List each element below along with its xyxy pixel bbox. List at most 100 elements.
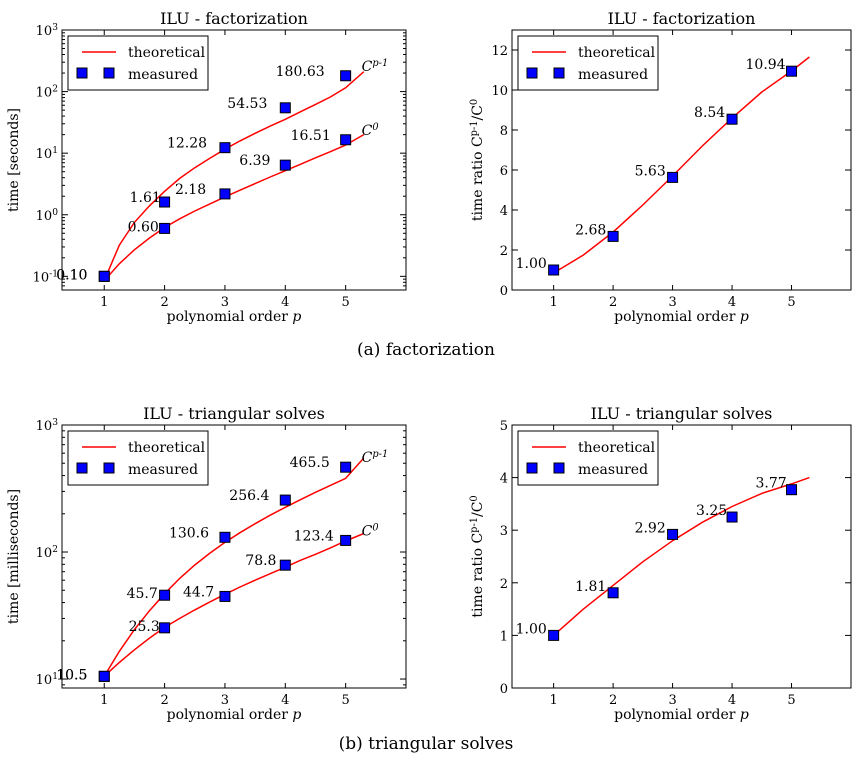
- y-tick-label: 103: [36, 23, 59, 39]
- measured-point: [98, 670, 110, 682]
- y-axis-label: time [milliseconds]: [6, 489, 22, 624]
- legend-marker-swatch: [526, 67, 538, 79]
- measured-point: [279, 159, 291, 171]
- y-tick-label: 103: [36, 418, 59, 434]
- x-tick-label: 3: [668, 295, 676, 310]
- legend-label: measured: [128, 67, 198, 83]
- legend-label: theoretical: [128, 440, 206, 456]
- measured-point: [159, 222, 171, 234]
- legend-box: [67, 35, 209, 91]
- theoretical-curve: [103, 133, 365, 282]
- y-tick-label: 8: [500, 124, 508, 139]
- data-label: 78.8: [245, 553, 276, 569]
- measured-point: [340, 534, 352, 546]
- x-tick-label: 1: [100, 295, 108, 310]
- x-tick-label: 4: [281, 295, 289, 310]
- theoretical-curve: [553, 476, 810, 636]
- data-label: 16.51: [291, 128, 331, 144]
- x-tick-label: 3: [221, 693, 229, 708]
- theoretical-curve: [103, 71, 365, 281]
- data-label: 10.5: [56, 667, 87, 683]
- theoretical-curve: [553, 56, 810, 274]
- data-label: 6.39: [239, 153, 270, 169]
- x-axis-label: polynomial order p: [614, 309, 749, 325]
- series-tag: Cp-1: [362, 57, 389, 75]
- data-label: 1.81: [575, 579, 606, 595]
- legend-box: [67, 430, 209, 486]
- measured-point: [219, 188, 231, 200]
- theoretical-curve: [103, 457, 365, 677]
- legend-marker-swatch: [553, 462, 565, 474]
- y-tick-label: 101: [36, 146, 58, 162]
- data-label: 10.5: [56, 667, 87, 683]
- chart-title: ILU - factorization: [160, 9, 308, 28]
- series-tag: C0: [362, 121, 379, 139]
- x-tick-label: 1: [100, 693, 108, 708]
- data-label: 54.53: [227, 96, 267, 112]
- chart-a-time: ILU - factorization 1 2 3 4 5 10-1 100 101 102 103…: [6, 9, 407, 325]
- data-label: 8.54: [694, 105, 725, 121]
- data-label: 3.25: [696, 503, 727, 519]
- x-tick-label: 5: [787, 295, 795, 310]
- data-label: 0.10: [56, 267, 87, 283]
- y-tick-label: 6: [500, 164, 508, 179]
- y-tick-label: 3: [500, 524, 508, 539]
- x-tick-label: 5: [787, 693, 795, 708]
- x-tick-label: 2: [160, 693, 168, 708]
- x-tick-label: 3: [668, 693, 676, 708]
- y-tick-label: 0: [500, 682, 508, 697]
- y-tick-label: 2: [500, 244, 508, 259]
- legend-label: measured: [578, 67, 648, 83]
- legend-marker-swatch: [76, 462, 88, 474]
- data-label: 2.68: [575, 222, 606, 238]
- y-tick-label: 100: [36, 208, 59, 224]
- legend-label: measured: [578, 462, 648, 478]
- x-tick-label: 4: [728, 693, 736, 708]
- y-tick-label: 4: [500, 204, 508, 219]
- y-tick-label: 1: [500, 629, 508, 644]
- data-label: 45.7: [127, 586, 158, 602]
- measured-point: [279, 102, 291, 114]
- measured-point: [667, 528, 679, 540]
- caption-a: (a) factorization: [357, 340, 495, 360]
- legend-label: measured: [128, 462, 198, 478]
- x-axis-label: polynomial order p: [167, 309, 302, 325]
- y-tick-label: 102: [36, 85, 58, 101]
- data-label: 5.63: [635, 163, 666, 179]
- chart-b-time: ILU - triangular solves 1 2 3 4 5 101 102 103 pol…: [6, 404, 407, 723]
- data-label: 180.63: [276, 64, 325, 80]
- chart-b-ratio: ILU - triangular solves 1 2 3 4 5 0 1 2 3 4 5 polyno…: [469, 404, 852, 723]
- x-tick-label: 1: [549, 295, 557, 310]
- x-tick-label: 2: [609, 693, 617, 708]
- y-tick-label: 10: [491, 84, 508, 99]
- y-tick-label: 2: [500, 577, 508, 592]
- plot-frame: [61, 29, 407, 291]
- measured-point: [279, 494, 291, 506]
- y-tick-label: 5: [500, 419, 508, 434]
- legend-box: [517, 35, 659, 91]
- y-tick-label: 10-1: [33, 269, 58, 285]
- y-axis-label: time ratio Cp-1/C0: [469, 495, 487, 617]
- data-label: 10.94: [746, 57, 786, 73]
- data-label: 130.6: [169, 525, 209, 541]
- plot-frame: [511, 424, 852, 689]
- data-label: 3.77: [756, 476, 787, 492]
- x-tick-label: 5: [342, 693, 350, 708]
- legend-box: [517, 430, 659, 486]
- x-tick-label: 2: [160, 295, 168, 310]
- measured-point: [159, 196, 171, 208]
- x-tick-label: 1: [549, 693, 557, 708]
- data-label: 1.00: [516, 256, 547, 272]
- caption-b: (b) triangular solves: [339, 734, 514, 754]
- data-label: 256.4: [229, 488, 269, 504]
- x-tick-label: 4: [281, 693, 289, 708]
- measured-point: [219, 590, 231, 602]
- measured-point: [726, 113, 738, 125]
- data-label: 12.28: [167, 136, 207, 152]
- data-label: 2.18: [175, 182, 206, 198]
- measured-point: [159, 589, 171, 601]
- legend-marker-swatch: [553, 67, 565, 79]
- measured-point: [667, 171, 679, 183]
- legend: theoretical measured: [517, 35, 659, 91]
